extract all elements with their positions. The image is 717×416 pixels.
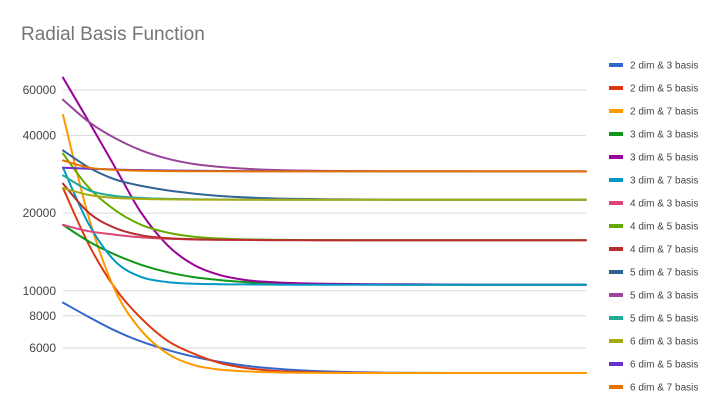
series-line-14 [62,159,587,173]
legend-swatch [609,63,623,67]
legend-label: 5 dim & 7 basis [630,268,698,279]
legend-swatch [609,86,623,90]
legend-swatch [609,316,623,320]
legend-label: 2 dim & 5 basis [630,84,698,95]
series-line-7 [62,152,587,242]
legend-label: 4 dim & 5 basis [630,222,698,233]
series-line-2 [62,114,587,374]
legend-label: 3 dim & 5 basis [630,153,698,164]
legend-swatch [609,132,623,136]
series-line-3 [62,223,587,286]
series-line-5 [62,166,587,286]
legend-swatch [609,339,623,343]
series-line-12 [62,187,587,201]
series-line-11 [62,174,587,201]
legend-label: 2 dim & 7 basis [630,107,698,118]
series-lines [62,76,587,374]
legend-swatch [609,178,623,182]
legend-label: 5 dim & 3 basis [630,291,698,302]
legend-label: 6 dim & 7 basis [630,383,698,394]
y-tick-label: 60000 [23,83,57,97]
series-line-9 [62,149,587,201]
legend-swatch [609,224,623,228]
y-tick-label: 10000 [23,284,57,298]
grid [63,89,586,349]
legend-label: 3 dim & 3 basis [630,130,698,141]
legend-swatch [609,201,623,205]
series-line-1 [62,187,587,374]
legend-label: 6 dim & 5 basis [630,360,698,371]
legend-swatch [609,293,623,297]
series-line-4 [62,76,587,286]
series-line-0 [62,301,587,374]
y-tick-label: 20000 [23,206,57,220]
legend-swatch [609,247,623,251]
legend-swatch [609,109,623,113]
y-tick-label: 8000 [29,309,56,323]
legend-label: 3 dim & 7 basis [630,176,698,187]
chart-title: Radial Basis Function [21,24,205,45]
series-line-8 [62,182,587,242]
legend-label: 2 dim & 3 basis [630,61,698,72]
legend-label: 4 dim & 3 basis [630,199,698,210]
legend-label: 5 dim & 5 basis [630,314,698,325]
legend-swatch [609,270,623,274]
legend-swatch [609,362,623,366]
legend-swatch [609,155,623,159]
y-tick-label: 6000 [29,341,56,355]
legend-label: 6 dim & 3 basis [630,337,698,348]
y-axis-ticks: 6000 8000 10000 20000 40000 60000 [23,83,57,355]
legend-swatch [609,385,623,389]
legend-label: 4 dim & 7 basis [630,245,698,256]
series-line-6 [62,223,587,242]
legend: 2 dim & 3 basis 2 dim & 5 basis 2 dim & 7 … [609,61,698,394]
y-tick-label: 40000 [23,128,57,142]
